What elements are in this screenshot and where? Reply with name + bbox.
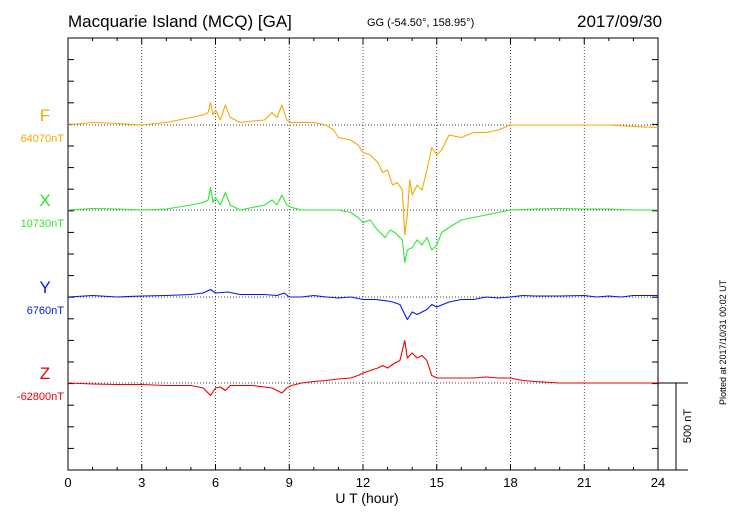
x-tick-label: 18: [503, 475, 517, 490]
station-coordinates: GG (-54.50°, 158.95°): [367, 17, 475, 29]
series-line-z: [67, 339, 658, 397]
x-tick-label: 21: [577, 475, 591, 490]
baseline-value-f: 64070nT: [20, 133, 64, 145]
series-line-y: [67, 288, 658, 321]
x-tick-label: 9: [286, 475, 293, 490]
x-tick-label: 12: [356, 475, 370, 490]
scale-bar-label: 500 nT: [682, 409, 694, 444]
component-letter-y: Y: [39, 278, 51, 297]
x-tick-label: 24: [651, 475, 665, 490]
baseline-value-y: 6760nT: [26, 305, 64, 317]
chart-date: 2017/09/30: [577, 12, 663, 31]
component-letter-z: Z: [39, 364, 51, 383]
scale-bar: 500 nT: [658, 382, 694, 471]
x-tick-label: 15: [430, 475, 444, 490]
x-tick-labels: 0 3 6 9 12 15 18 21 24: [64, 475, 665, 490]
component-letter-x: X: [39, 191, 51, 210]
axis-ticks: [67, 38, 659, 470]
series-line-x: [67, 186, 658, 264]
x-axis-label: U T (hour): [335, 490, 398, 506]
x-tick-label: 6: [212, 475, 219, 490]
baseline-value-x: 10730nT: [20, 218, 64, 230]
component-letter-f: F: [39, 106, 51, 125]
x-tick-label: 0: [64, 475, 71, 490]
chart-grid: [68, 38, 658, 470]
baseline-value-z: -62800nT: [16, 391, 64, 403]
series-line-f: [67, 101, 659, 236]
x-tick-label: 3: [138, 475, 145, 490]
station-title: Macquarie Island (MCQ) [GA]: [68, 12, 292, 31]
series-lines: [67, 101, 659, 397]
